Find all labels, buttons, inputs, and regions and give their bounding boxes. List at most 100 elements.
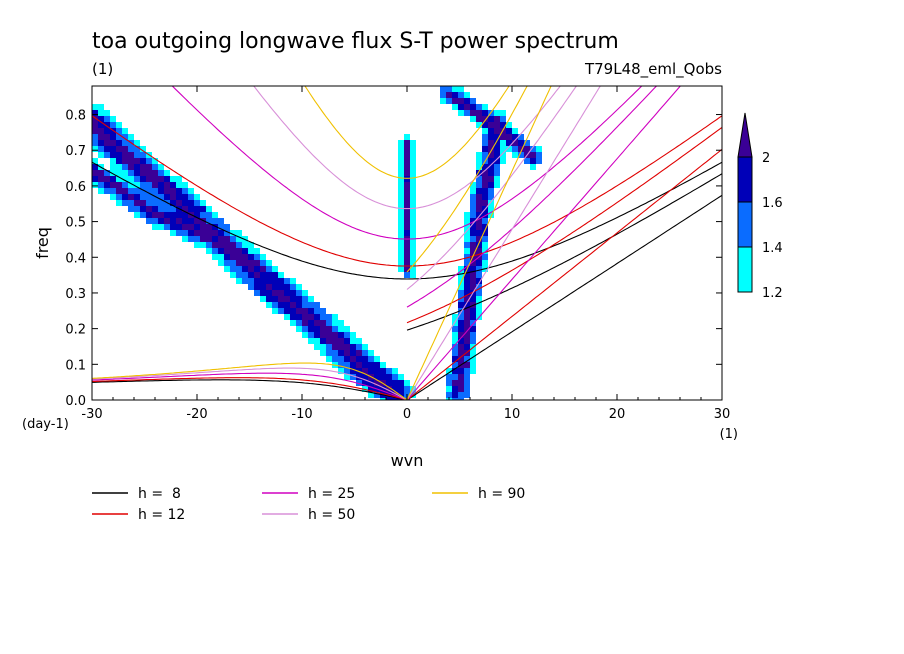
heat-cell: [356, 338, 362, 344]
heat-cell: [284, 290, 290, 296]
heat-cell: [470, 320, 476, 326]
heat-cell: [320, 344, 326, 350]
heat-cell: [308, 314, 314, 320]
heat-cell: [140, 146, 146, 152]
heat-cell: [122, 134, 128, 140]
heat-cell: [458, 86, 464, 92]
heat-cell: [410, 248, 416, 254]
heat-cell: [410, 242, 416, 248]
heat-cell: [404, 158, 410, 164]
heat-cell: [506, 122, 512, 128]
heat-cell: [122, 158, 128, 164]
heat-cell: [446, 98, 452, 104]
heat-cell: [374, 380, 380, 386]
heat-cell: [296, 302, 302, 308]
heat-cell: [362, 350, 368, 356]
heat-cell: [458, 380, 464, 386]
heat-cell: [518, 152, 524, 158]
heat-cell: [284, 284, 290, 290]
heat-cell: [482, 122, 488, 128]
heat-cell: [182, 212, 188, 218]
heat-cell: [380, 368, 386, 374]
heat-cell: [296, 290, 302, 296]
x-tick-label: 10: [504, 407, 521, 422]
heat-cell: [470, 278, 476, 284]
heat-cell: [458, 368, 464, 374]
heat-cell: [98, 146, 104, 152]
heat-cell: [254, 260, 260, 266]
heat-cell: [230, 236, 236, 242]
heat-cell: [218, 248, 224, 254]
curve-h90-wig: [304, 86, 510, 179]
heat-cell: [500, 110, 506, 116]
heat-cell: [350, 374, 356, 380]
heat-cell: [104, 182, 110, 188]
heat-cell: [98, 122, 104, 128]
heat-cell: [152, 164, 158, 170]
heat-cell: [398, 386, 404, 392]
heat-cell: [404, 380, 410, 386]
heat-cell: [368, 356, 374, 362]
heat-cell: [242, 242, 248, 248]
colorbar-extend-triangle: [737, 112, 753, 158]
heat-cell: [116, 122, 122, 128]
heat-cell: [404, 230, 410, 236]
heat-cell: [458, 398, 464, 400]
heat-cell: [206, 242, 212, 248]
y-tick-label: 0.2: [65, 323, 86, 338]
heat-cell: [398, 248, 404, 254]
heat-cell: [98, 152, 104, 158]
heat-cell: [524, 158, 530, 164]
heat-cell: [158, 182, 164, 188]
heat-cell: [476, 272, 482, 278]
heat-cell: [380, 386, 386, 392]
heat-cell: [488, 194, 494, 200]
heat-cell: [350, 368, 356, 374]
heat-cell: [488, 122, 494, 128]
heat-cell: [524, 146, 530, 152]
heat-cell: [470, 116, 476, 122]
heat-cell: [374, 374, 380, 380]
heat-cell: [464, 362, 470, 368]
heat-cell: [134, 146, 140, 152]
heat-cell: [248, 242, 254, 248]
heat-cell: [476, 218, 482, 224]
heat-cell: [356, 344, 362, 350]
legend-label: h = 50: [308, 507, 355, 523]
heat-cell: [458, 326, 464, 332]
heat-cell: [386, 374, 392, 380]
heat-cell: [458, 332, 464, 338]
heat-cell: [536, 158, 542, 164]
heat-cell: [518, 134, 524, 140]
heat-cell: [476, 116, 482, 122]
heat-cell: [296, 308, 302, 314]
heat-cell: [188, 236, 194, 242]
heat-cell: [140, 170, 146, 176]
heat-cell: [458, 272, 464, 278]
heat-cell: [464, 272, 470, 278]
heat-cell: [458, 344, 464, 350]
heat-cell: [476, 242, 482, 248]
x-tick-label: 20: [609, 407, 626, 422]
heat-cell: [410, 158, 416, 164]
heat-cell: [266, 266, 272, 272]
heat-cell: [110, 116, 116, 122]
heat-cell: [338, 344, 344, 350]
heat-cell: [272, 308, 278, 314]
heat-cell: [350, 344, 356, 350]
heat-cell: [308, 320, 314, 326]
heat-cell: [146, 182, 152, 188]
heat-cell: [260, 266, 266, 272]
heat-cell: [494, 122, 500, 128]
heat-cell: [242, 260, 248, 266]
heat-cell: [296, 296, 302, 302]
heat-cell: [146, 218, 152, 224]
heat-cell: [230, 242, 236, 248]
heat-cell: [494, 176, 500, 182]
heat-cell: [98, 116, 104, 122]
heat-cell: [188, 224, 194, 230]
heat-cell: [500, 122, 506, 128]
heat-cell: [260, 272, 266, 278]
heat-cell: [410, 152, 416, 158]
heat-cell: [410, 194, 416, 200]
